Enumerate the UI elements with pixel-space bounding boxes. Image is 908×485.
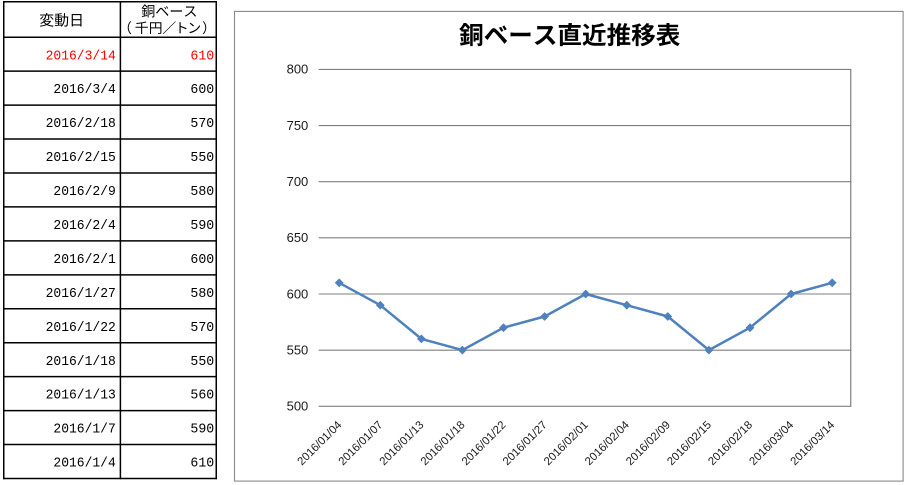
svg-text:2016/3/4: 2016/3/4 (53, 82, 115, 98)
svg-text:2016/1/18: 2016/1/18 (46, 354, 116, 370)
svg-text:2016/2/1: 2016/2/1 (53, 252, 115, 268)
svg-text:2016/2/4: 2016/2/4 (53, 218, 115, 234)
svg-text:570: 570 (190, 321, 214, 336)
svg-text:2016/3/14: 2016/3/14 (46, 48, 116, 64)
svg-text:550: 550 (190, 355, 214, 370)
svg-text:600: 600 (190, 253, 214, 268)
svg-text:590: 590 (190, 219, 214, 234)
svg-text:610: 610 (190, 457, 214, 472)
svg-text:610: 610 (190, 49, 214, 64)
svg-text:2016/2/15: 2016/2/15 (46, 150, 116, 166)
svg-text:580: 580 (190, 287, 214, 302)
svg-text:560: 560 (190, 389, 214, 404)
svg-text:550: 550 (190, 151, 214, 166)
svg-text:2016/1/4: 2016/1/4 (53, 456, 115, 472)
svg-text:500: 500 (287, 399, 309, 414)
svg-text:600: 600 (190, 83, 214, 98)
svg-text:650: 650 (287, 230, 309, 245)
svg-text:600: 600 (287, 286, 309, 301)
svg-text:750: 750 (287, 118, 309, 133)
svg-text:590: 590 (190, 423, 214, 438)
svg-text:2016/1/22: 2016/1/22 (46, 320, 116, 336)
svg-text:550: 550 (287, 342, 309, 357)
svg-text:2016/2/18: 2016/2/18 (46, 116, 116, 132)
svg-text:2016/2/9: 2016/2/9 (53, 184, 115, 200)
svg-text:700: 700 (287, 174, 309, 189)
svg-text:570: 570 (190, 117, 214, 132)
svg-text:800: 800 (287, 62, 309, 77)
svg-text:580: 580 (190, 185, 214, 200)
svg-text:2016/1/13: 2016/1/13 (46, 388, 116, 404)
svg-text:2016/1/7: 2016/1/7 (53, 422, 115, 438)
svg-text:2016/1/27: 2016/1/27 (46, 286, 116, 302)
